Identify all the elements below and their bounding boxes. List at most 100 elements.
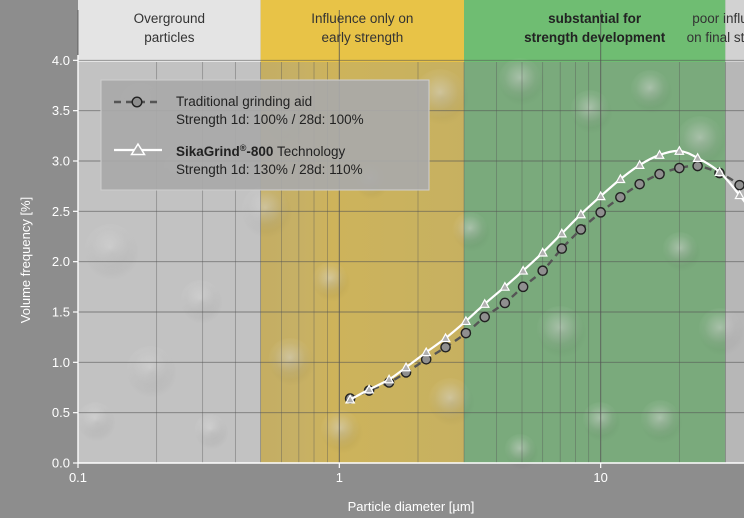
series-0-point-13 xyxy=(595,207,606,218)
legend-name-sikagrind-tech: Technology xyxy=(273,144,345,159)
series-0-point-7 xyxy=(479,311,491,323)
series-0-point-5 xyxy=(440,341,451,353)
series-0-point-20 xyxy=(734,179,744,191)
texture-bubble-shade-15 xyxy=(571,92,613,134)
series-1-point-10 xyxy=(537,247,548,257)
texture-bubble-shade-8 xyxy=(241,187,293,239)
legend-name-traditional: Traditional grinding aid xyxy=(176,94,312,109)
texture-bubble-shade-22 xyxy=(676,117,728,169)
zones xyxy=(78,0,744,463)
zone-label-2-1: strength development xyxy=(524,30,666,45)
series-0-point-12 xyxy=(575,224,587,235)
y-tick-label-0: 0.0 xyxy=(52,456,70,471)
series-1-point-11 xyxy=(556,228,568,238)
legend-name-sikagrind-brand: SikaGrind xyxy=(176,144,240,159)
series-1-point-14 xyxy=(615,173,626,184)
series-1-point-16 xyxy=(654,149,665,159)
series-0-point-10 xyxy=(537,265,548,277)
texture-bubble-shade-17 xyxy=(536,307,588,359)
series-1-point-0 xyxy=(344,394,356,404)
x-axis-title: Particle diameter [µm] xyxy=(348,499,475,514)
texture-bubble-shade-18 xyxy=(428,379,476,427)
texture-bubble-shade-11 xyxy=(321,412,363,454)
zone-label-0-1: particles xyxy=(144,30,195,45)
zone-label-0-0: Overground xyxy=(134,11,205,26)
zone-label-3-1: on final strength xyxy=(687,30,744,45)
texture-bubble-shade-19 xyxy=(583,404,621,442)
y-axis-title: Volume frequency [%] xyxy=(18,197,33,323)
series-1-point-1 xyxy=(363,384,375,394)
texture-bubble-shade-24 xyxy=(698,309,744,357)
texture-bubble-shade-4 xyxy=(126,347,178,399)
legend-name-sikagrind-suffix: -800 Technology xyxy=(246,144,345,159)
legend-box xyxy=(100,79,430,191)
series-1-point-8 xyxy=(499,281,511,291)
series-0-point-8 xyxy=(499,297,511,309)
zone-label-3-0: poor influence xyxy=(692,11,744,26)
texture-bubble-shade-16 xyxy=(453,214,491,252)
x-tick-label-0: 0.1 xyxy=(69,470,87,485)
series-1-point-13 xyxy=(595,190,606,201)
series xyxy=(344,145,744,404)
series-0-point-18 xyxy=(692,160,703,172)
axes: 0.00.51.01.52.02.53.03.54.00.1110100Part… xyxy=(18,53,744,514)
legend-marker-sikagrind xyxy=(130,142,146,156)
texture-bubble-shade-3 xyxy=(181,282,223,324)
texture-bubble-shade-5 xyxy=(78,404,116,442)
zone-label-2-0: substantial for xyxy=(548,11,642,26)
series-1-point-15 xyxy=(634,159,645,169)
y-tick-label-5: 2.5 xyxy=(52,204,70,219)
series-1-point-4 xyxy=(420,346,432,357)
legend-strength-traditional: Strength 1d: 100% / 28d: 100% xyxy=(176,112,364,127)
series-0-point-9 xyxy=(517,281,529,293)
zone-header-3 xyxy=(725,0,744,62)
series-1-point-12 xyxy=(575,208,587,219)
series-0-point-6 xyxy=(460,327,472,339)
y-tick-label-7: 3.5 xyxy=(52,103,70,118)
series-1-point-5 xyxy=(440,332,451,343)
series-1-point-19 xyxy=(714,166,725,177)
zone-labels: Overground particles Influence only on earl… xyxy=(134,11,744,45)
series-1-point-17 xyxy=(674,145,685,155)
series-1-point-3 xyxy=(400,361,412,372)
series-0-point-11 xyxy=(556,243,568,254)
series-1-point-9 xyxy=(517,265,529,275)
legend-name-sikagrind-sup: ® xyxy=(240,143,247,153)
y-tick-label-8: 4.0 xyxy=(52,53,70,68)
series-1-point-7 xyxy=(479,298,490,308)
zone-header-2 xyxy=(464,0,726,62)
texture-bubble-shade-23 xyxy=(663,234,701,272)
texture-bubble-shade-2 xyxy=(84,225,140,281)
series-0-point-14 xyxy=(615,191,626,203)
y-tick-label-3: 1.5 xyxy=(52,305,70,320)
zone-body-3 xyxy=(725,62,744,463)
legend-marker-traditional xyxy=(131,96,143,108)
legend-name-sikagrind-model: -800 xyxy=(246,144,273,159)
series-0-point-15 xyxy=(634,178,645,190)
series-0-point-16 xyxy=(654,168,665,180)
zone-header-1 xyxy=(260,0,465,62)
series-1-point-2 xyxy=(383,374,395,384)
series-1-point-6 xyxy=(460,315,472,326)
x-tick-label-2: 10 xyxy=(593,470,607,485)
series-1 xyxy=(344,145,744,404)
legend-strength-sikagrind: Strength 1d: 130% / 28d: 110% xyxy=(176,162,363,177)
texture-bubble-shade-21 xyxy=(631,72,673,114)
legend-name-sikagrind: SikaGrind®-800 Technology xyxy=(176,143,346,159)
zone-header-0 xyxy=(78,0,261,62)
x-tick-label-1: 1 xyxy=(336,470,343,485)
texture-bubble-shade-6 xyxy=(195,416,229,450)
series-0-point-17 xyxy=(674,162,685,174)
texture-bubble-shade-10 xyxy=(268,339,316,387)
series-1-point-18 xyxy=(692,152,703,162)
y-tick-label-4: 2.0 xyxy=(52,254,70,269)
series-1-point-20 xyxy=(734,189,744,200)
zone-label-1-1: early strength xyxy=(321,30,403,45)
zone-label-1-0: Influence only on xyxy=(311,11,413,26)
y-tick-label-1: 0.5 xyxy=(52,405,70,420)
y-tick-label-2: 1.0 xyxy=(52,355,70,370)
y-tick-label-6: 3.0 xyxy=(52,154,70,169)
texture-bubble-shade-25 xyxy=(641,402,683,444)
texture-bubble-shade-9 xyxy=(313,264,351,302)
